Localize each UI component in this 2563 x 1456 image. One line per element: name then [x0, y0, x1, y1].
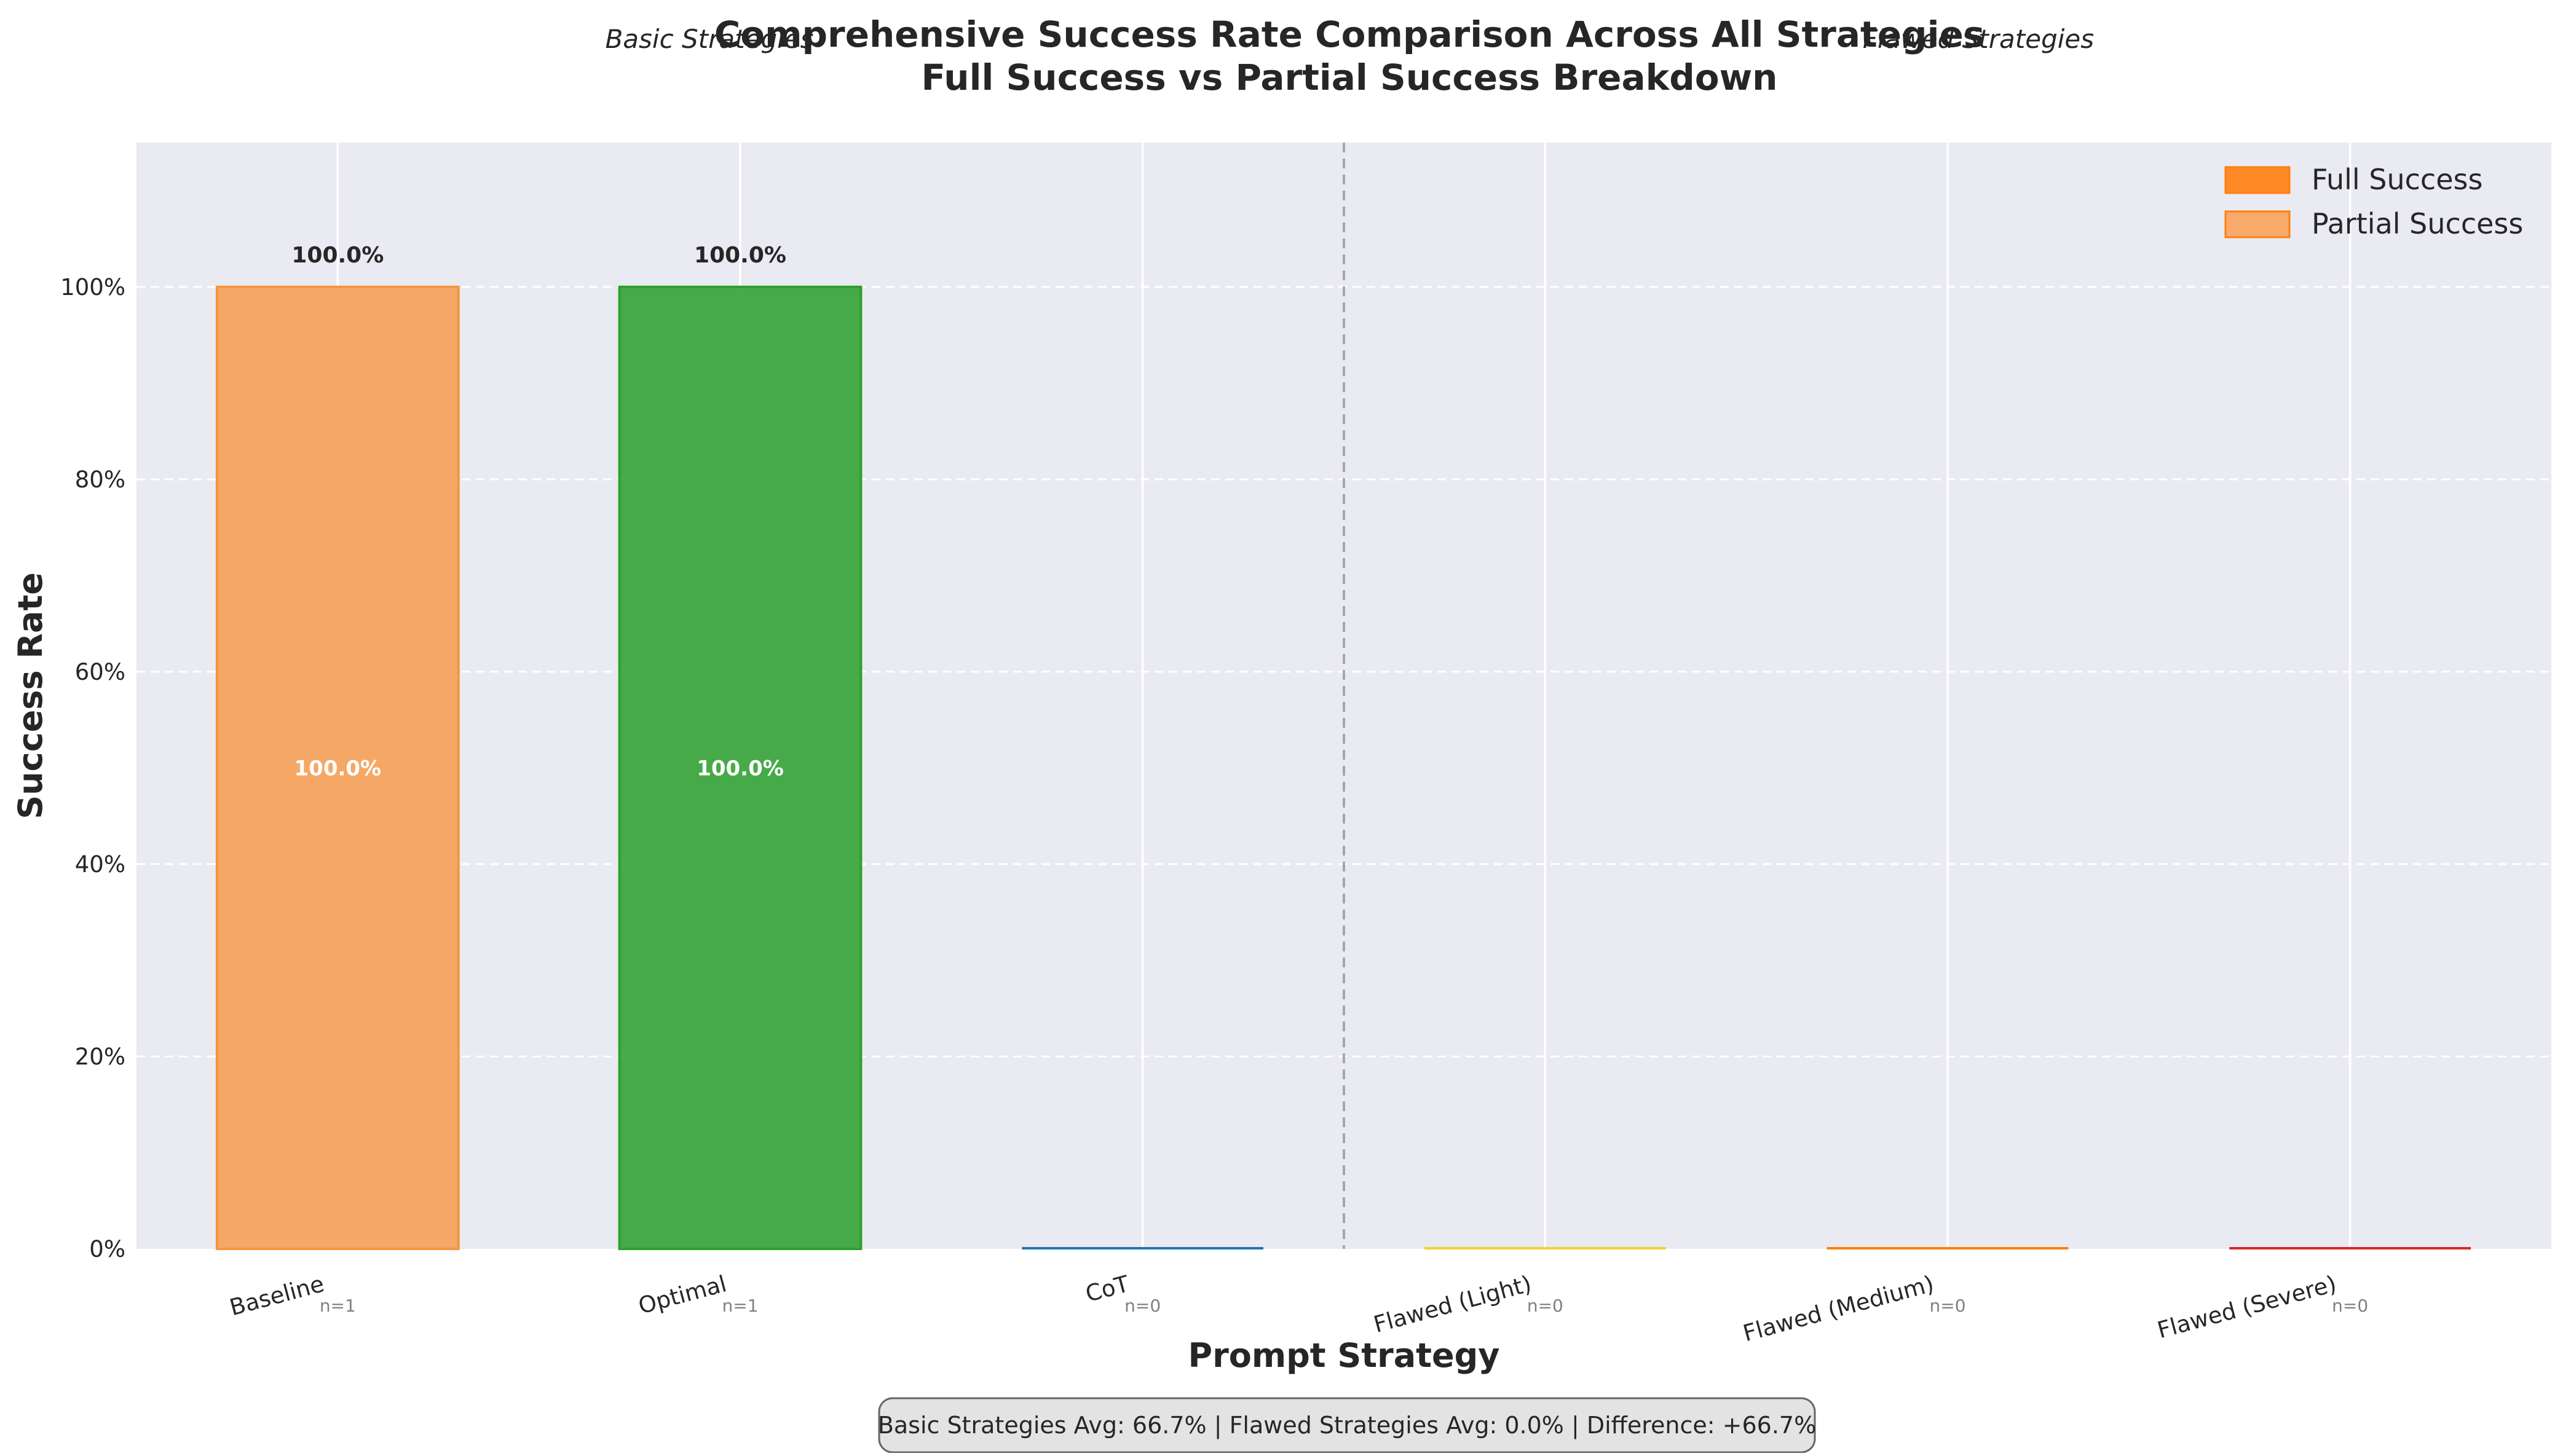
group-label-basic: Basic Strategies: [605, 24, 813, 54]
legend-swatch-full-success: [2224, 166, 2291, 194]
summary-text: Basic Strategies Avg: 66.7% | Flawed Str…: [878, 1412, 1816, 1439]
sample-size-label: n=0: [1929, 1296, 1965, 1316]
bar-full-success: [618, 285, 863, 1251]
y-tick-label: 80%: [75, 466, 125, 493]
bar-total-label: 100.0%: [291, 243, 384, 268]
legend-label-partial-success: Partial Success: [2312, 207, 2523, 240]
y-axis-label: Success Rate: [11, 572, 50, 819]
sample-size-label: n=1: [722, 1296, 758, 1316]
bars: [215, 285, 2471, 1251]
y-tick-label: 100%: [60, 274, 125, 301]
sample-size-label: n=0: [1124, 1296, 1161, 1316]
sample-size-label: n=0: [2332, 1296, 2368, 1316]
legend: Full Success Partial Success: [2224, 163, 2523, 240]
y-tick-label: 0%: [89, 1236, 125, 1262]
legend-swatch-partial-success: [2224, 210, 2291, 238]
group-label-flawed: Flawed Strategies: [1863, 24, 2094, 54]
sample-size-label: n=1: [320, 1296, 356, 1316]
y-tick-label: 40%: [75, 851, 125, 878]
chart-title-line2: Full Success vs Partial Success Breakdow…: [922, 57, 1778, 98]
bar-total-label: 100.0%: [694, 243, 786, 268]
summary-box-background: [878, 1397, 1816, 1454]
bar-segment-label: 100.0%: [294, 756, 382, 781]
y-tick-label: 60%: [75, 659, 125, 685]
summary-box: Basic Strategies Avg: 66.7% | Flawed Str…: [878, 1397, 1816, 1454]
chart-title-line1: Comprehensive Success Rate Comparison Ac…: [714, 14, 1985, 55]
bar-segment-label: 100.0%: [697, 756, 784, 781]
y-tick-label: 20%: [75, 1044, 125, 1070]
bar-partial-success: [215, 285, 460, 1251]
legend-label-full-success: Full Success: [2312, 163, 2482, 196]
x-axis-label: Prompt Strategy: [1188, 1336, 1500, 1375]
data-labels: 100.0% 100.0% 100.0% 100.0%: [291, 243, 786, 781]
sample-size-label: n=0: [1527, 1296, 1563, 1316]
